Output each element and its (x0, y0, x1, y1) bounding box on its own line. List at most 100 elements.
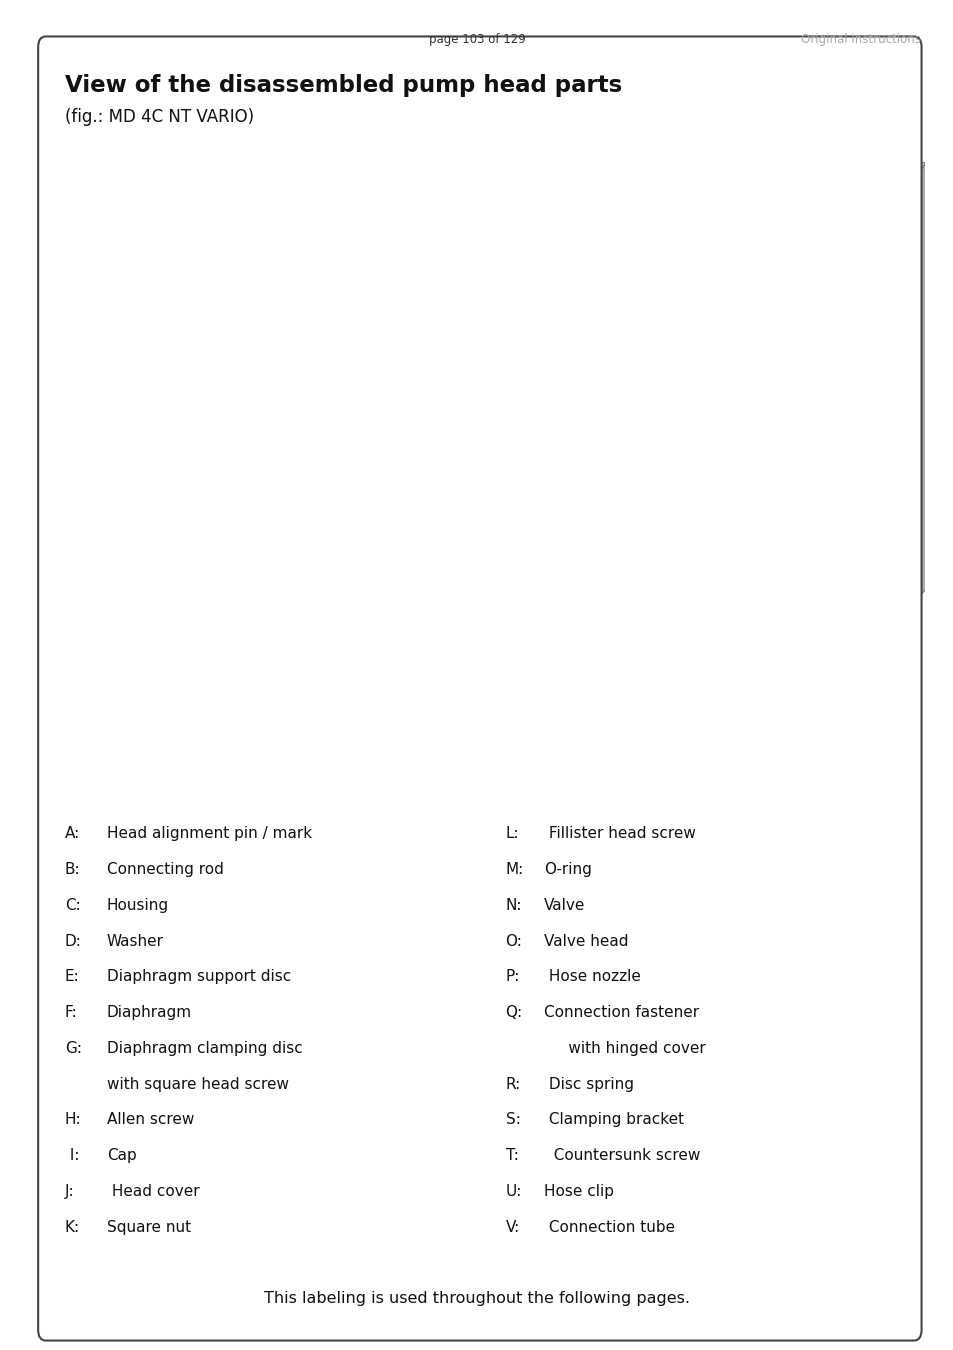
Circle shape (131, 579, 193, 628)
Text: Square nut: Square nut (107, 1220, 191, 1235)
Bar (359, 193, 381, 217)
Text: O:: O: (505, 934, 522, 949)
FancyBboxPatch shape (114, 401, 244, 531)
Circle shape (375, 234, 387, 243)
Text: Housing: Housing (107, 898, 169, 913)
Circle shape (371, 230, 392, 247)
Text: J: J (713, 427, 716, 436)
Circle shape (574, 217, 837, 424)
Circle shape (591, 383, 820, 562)
Circle shape (305, 571, 316, 580)
Circle shape (300, 230, 321, 247)
Text: P:: P: (505, 969, 519, 984)
Circle shape (140, 421, 166, 441)
Circle shape (440, 574, 461, 591)
Text: D: D (587, 161, 596, 171)
Text: Washer: Washer (107, 934, 164, 949)
Text: I: I (388, 144, 391, 154)
Text: with square head screw: with square head screw (107, 1077, 289, 1092)
Text: H: H (701, 358, 709, 367)
Circle shape (445, 578, 457, 587)
Circle shape (503, 335, 557, 377)
FancyBboxPatch shape (613, 193, 911, 614)
Text: D:: D: (65, 934, 82, 949)
Circle shape (234, 204, 269, 232)
Text: Clamping bracket: Clamping bracket (543, 1112, 683, 1127)
Text: A:: A: (65, 826, 80, 841)
Text: O-ring: O-ring (543, 863, 591, 878)
Circle shape (445, 234, 457, 243)
Text: Valve: Valve (543, 898, 584, 913)
Bar (337, 197, 363, 217)
Text: E: E (575, 178, 581, 189)
Circle shape (355, 541, 390, 568)
Text: page 103 of 129: page 103 of 129 (428, 34, 525, 46)
Polygon shape (618, 163, 924, 197)
Circle shape (679, 301, 732, 342)
Circle shape (401, 613, 448, 649)
Circle shape (371, 574, 392, 591)
Bar (344, 202, 356, 212)
Bar (240, 217, 262, 301)
Circle shape (515, 240, 527, 250)
Text: G: G (456, 144, 464, 154)
Circle shape (547, 466, 600, 508)
Circle shape (530, 301, 582, 342)
Text: Diaphragm clamping disc: Diaphragm clamping disc (107, 1041, 302, 1056)
Text: C: C (763, 296, 770, 305)
Circle shape (193, 490, 218, 510)
Circle shape (425, 217, 688, 424)
Text: F: F (685, 274, 691, 285)
Text: Connection tube: Connection tube (543, 1220, 674, 1235)
Circle shape (628, 205, 642, 216)
Ellipse shape (286, 614, 300, 620)
Ellipse shape (359, 189, 381, 198)
Text: Q: Q (122, 274, 131, 285)
Text: P: P (132, 227, 138, 236)
Text: O: O (359, 729, 368, 740)
Bar (338, 630, 353, 659)
Text: S:: S: (505, 1112, 520, 1127)
Text: Allen screw: Allen screw (107, 1112, 194, 1127)
Ellipse shape (338, 628, 353, 633)
Circle shape (442, 286, 618, 424)
Text: Head alignment pin / mark: Head alignment pin / mark (107, 826, 312, 841)
Circle shape (307, 649, 349, 682)
Circle shape (591, 232, 820, 410)
Circle shape (131, 559, 193, 606)
Circle shape (381, 273, 434, 315)
Circle shape (462, 591, 510, 629)
Circle shape (513, 437, 635, 535)
Text: I:: I: (65, 1148, 79, 1164)
Circle shape (511, 238, 532, 254)
Circle shape (637, 578, 651, 589)
Text: B:: B: (65, 863, 80, 878)
Text: F:: F: (65, 1004, 77, 1021)
Text: (fig.: MD 4C NT VARIO): (fig.: MD 4C NT VARIO) (65, 108, 253, 126)
Circle shape (626, 410, 784, 535)
Text: Diaphragm support disc: Diaphragm support disc (107, 969, 291, 984)
Text: V:: V: (505, 1220, 519, 1235)
Circle shape (451, 528, 486, 555)
Text: M: M (447, 729, 456, 740)
Text: M:: M: (505, 863, 523, 878)
Text: V: V (290, 729, 296, 740)
Circle shape (232, 315, 267, 342)
Circle shape (381, 479, 434, 521)
Text: U: U (167, 674, 174, 684)
Circle shape (451, 390, 697, 583)
Text: Head cover: Head cover (107, 1184, 199, 1199)
Circle shape (587, 242, 613, 262)
Circle shape (363, 362, 451, 431)
Text: N:: N: (505, 898, 521, 913)
Circle shape (363, 259, 451, 328)
Circle shape (140, 490, 166, 510)
Circle shape (375, 578, 387, 587)
Text: This labeling is used throughout the following pages.: This labeling is used throughout the fol… (264, 1291, 689, 1305)
Circle shape (243, 211, 260, 224)
Text: G:: G: (65, 1041, 82, 1056)
Circle shape (882, 205, 897, 216)
Text: U:: U: (505, 1184, 521, 1199)
Text: Valve head: Valve head (543, 934, 628, 949)
Bar (286, 617, 300, 645)
